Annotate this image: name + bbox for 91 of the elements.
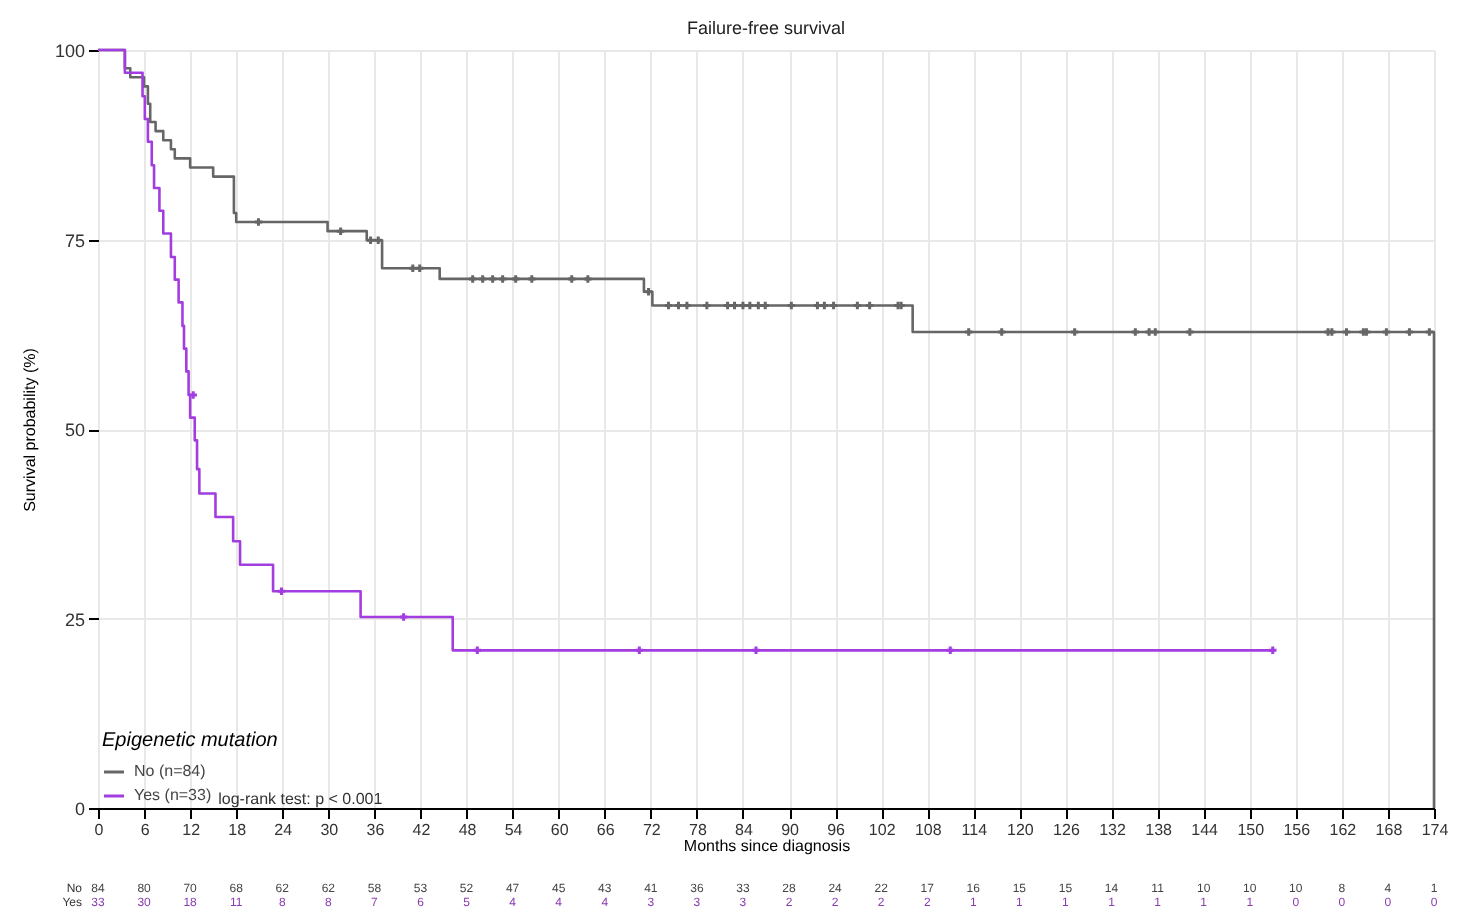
point: [644, 288, 653, 296]
x-tick-label: 96: [827, 821, 847, 839]
point: [528, 275, 536, 283]
point: [813, 301, 822, 310]
x-tick-label: 36: [366, 821, 386, 839]
point: [997, 328, 1006, 336]
point: [703, 301, 711, 310]
point: [787, 301, 796, 310]
x-tick-label: 54: [504, 821, 524, 839]
point: [488, 275, 497, 283]
point: [473, 646, 482, 655]
point: [829, 301, 838, 310]
x-tick-label: 66: [596, 821, 616, 839]
point: [409, 264, 417, 273]
point: [366, 236, 375, 244]
point: [1131, 328, 1140, 336]
point: [478, 275, 487, 283]
point: [853, 301, 862, 310]
legend-label: Yes (n=33): [134, 786, 212, 804]
y-tick-label: 75: [64, 230, 85, 251]
x-tick-label: 0: [94, 821, 105, 839]
point: [336, 227, 345, 235]
x-tick-label: 12: [182, 821, 202, 839]
point: [277, 587, 286, 595]
point: [1405, 328, 1414, 336]
point: [374, 236, 382, 244]
y-tick-label: 25: [64, 609, 85, 630]
x-tick-label: 120: [1007, 821, 1035, 839]
point: [189, 391, 197, 399]
x-tick-label: 60: [550, 821, 570, 839]
x-tick-label: 174: [1421, 821, 1450, 839]
x-tick-label: 6: [140, 821, 151, 839]
point: [761, 301, 769, 310]
x-tick-label: 126: [1053, 821, 1081, 839]
point: [1382, 328, 1391, 336]
x-tick-label: 24: [274, 821, 294, 839]
point: [511, 275, 520, 283]
x-tick-label: 144: [1191, 821, 1220, 839]
legend-title: Epigenetic mutation: [102, 730, 279, 752]
point: [723, 301, 732, 310]
point: [1070, 328, 1079, 336]
point: [498, 275, 507, 283]
point: [584, 275, 592, 283]
y-tick-label: 0: [74, 799, 85, 819]
x-tick-label: 102: [868, 821, 897, 839]
point: [1186, 328, 1194, 336]
point: [254, 218, 263, 226]
x-axis-title: Months since diagnosis: [683, 837, 851, 855]
x-tick-label: 150: [1237, 821, 1266, 839]
x-tick-label: 132: [1099, 821, 1127, 839]
x-tick-label: 18: [228, 821, 248, 839]
y-tick-label: 50: [64, 420, 85, 440]
point: [746, 301, 754, 310]
chart-title: Failure-free survival: [686, 18, 846, 38]
x-tick-label: 42: [412, 821, 432, 839]
x-tick-label: 108: [914, 821, 943, 839]
x-tick-label: 30: [320, 821, 340, 839]
point: [739, 301, 747, 310]
x-tick-label: 48: [458, 821, 478, 839]
point: [664, 301, 673, 310]
point: [683, 301, 691, 310]
x-tick-label: 84: [735, 821, 754, 839]
point: [674, 301, 683, 310]
x-tick-label: 138: [1145, 821, 1174, 839]
point: [1145, 328, 1153, 336]
x-tick-label: 90: [781, 821, 801, 839]
x-tick-label: 78: [688, 821, 708, 839]
x-tick-label: 114: [961, 821, 989, 839]
point: [1342, 328, 1351, 336]
annotation: log-rank test: p < 0.001: [218, 790, 384, 808]
point: [1151, 328, 1160, 336]
point: [568, 275, 576, 283]
point: [820, 301, 829, 310]
point: [415, 264, 424, 273]
x-tick-label: 162: [1329, 821, 1358, 839]
point: [752, 646, 760, 655]
point: [946, 646, 955, 655]
x-tick-label: 168: [1375, 821, 1404, 839]
point: [865, 301, 874, 310]
y-tick-label: 100: [54, 41, 85, 61]
legend-label: No (n=84): [134, 762, 207, 780]
point: [1269, 646, 1277, 655]
point: [964, 328, 973, 336]
y-axis-title: Survival probability (%): [20, 347, 39, 512]
point: [635, 646, 644, 655]
point: [730, 301, 739, 310]
x-tick-label: 156: [1283, 821, 1312, 839]
point: [399, 613, 408, 621]
point: [468, 275, 477, 283]
point: [1425, 328, 1434, 336]
x-tick-label: 72: [642, 821, 662, 839]
